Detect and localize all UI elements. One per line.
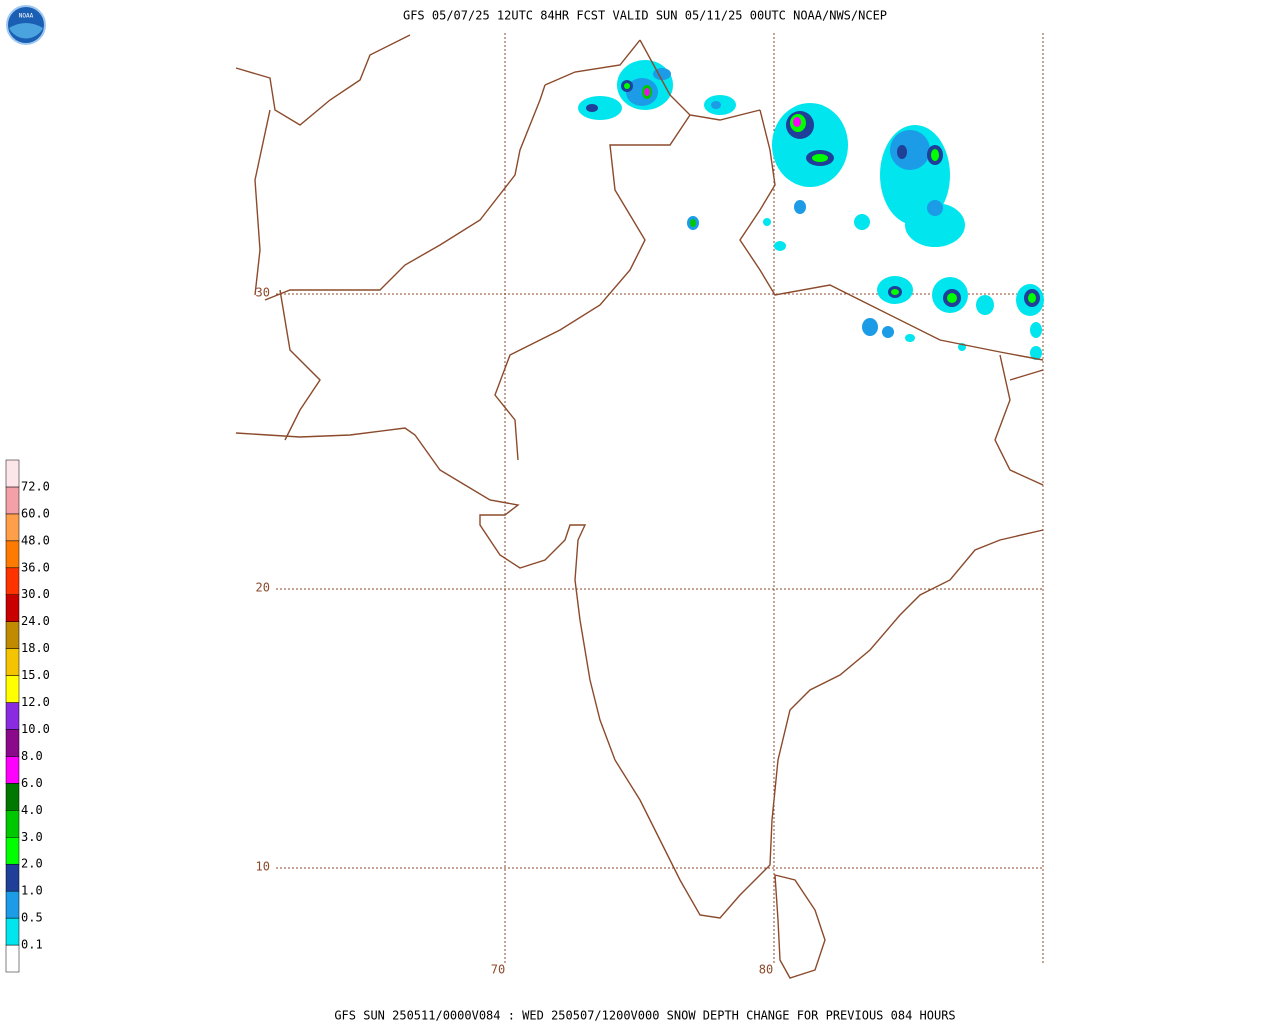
lon-label: 70 (491, 963, 505, 977)
colorbar-label: 0.1 (21, 938, 43, 952)
colorbar-label: 0.5 (21, 911, 43, 925)
colorbar-label: 4.0 (21, 803, 43, 817)
boundaries (235, 34, 1044, 979)
colorbar-swatch (5, 729, 20, 757)
lat-label: 10 (256, 860, 270, 874)
colorbar-swatch (5, 594, 20, 622)
colorbar-label: 30.0 (21, 587, 50, 601)
lat-label: 20 (256, 581, 270, 595)
lat-label: 30 (256, 286, 270, 300)
colorbar-label: 10.0 (21, 722, 50, 736)
colorbar-swatch (5, 675, 20, 703)
colorbar-label: 18.0 (21, 641, 50, 655)
noaa-logo: NOAA (6, 5, 46, 45)
footer: GFS SUN 250511/0000V084 : WED 250507/120… (334, 1009, 955, 1023)
snow-areas (578, 60, 1044, 360)
colorbar-swatch (5, 621, 20, 649)
colorbar-swatch (5, 944, 20, 973)
geo-labels: 30 20 10 70 80 (256, 286, 774, 977)
colorbar-label: 2.0 (21, 857, 43, 871)
colorbar-label: 60.0 (21, 506, 50, 520)
colorbar-swatch (5, 756, 20, 784)
colorbar-swatch (5, 513, 20, 542)
colorbar-swatch (5, 783, 20, 811)
logo-text: NOAA (19, 13, 34, 20)
colorbar-label: 72.0 (21, 479, 50, 493)
colorbar-label: 12.0 (21, 695, 50, 709)
colorbar-swatch (5, 540, 20, 569)
colorbar-swatch (5, 648, 20, 676)
colorbar-swatch (5, 863, 20, 892)
colorbar-swatch (5, 486, 20, 515)
colorbar-label: 15.0 (21, 668, 50, 682)
colorbar-label: 6.0 (21, 776, 43, 790)
colorbar-swatch (5, 810, 20, 838)
colorbar-swatch (5, 567, 20, 595)
colorbar-label: 3.0 (21, 830, 43, 844)
colorbar: 0.1 0.5 1.0 2.0 3.0 4.0 6.0 8.0 10.0 12.0 15.0 18.0… (5, 459, 50, 973)
colorbar-label: 1.0 (21, 884, 43, 898)
colorbar-swatch (5, 917, 20, 946)
colorbar-swatch (5, 702, 20, 730)
grid (276, 33, 1044, 965)
colorbar-label: 48.0 (21, 533, 50, 547)
colorbar-label: 24.0 (21, 614, 50, 628)
colorbar-swatch (5, 459, 20, 488)
lon-label: 80 (759, 963, 773, 977)
colorbar-swatch (5, 837, 20, 865)
colorbar-swatch (5, 890, 20, 919)
title: GFS 05/07/25 12UTC 84HR FCST VALID SUN 0… (403, 9, 887, 23)
colorbar-label: 8.0 (21, 749, 43, 763)
colorbar-label: 36.0 (21, 560, 50, 574)
